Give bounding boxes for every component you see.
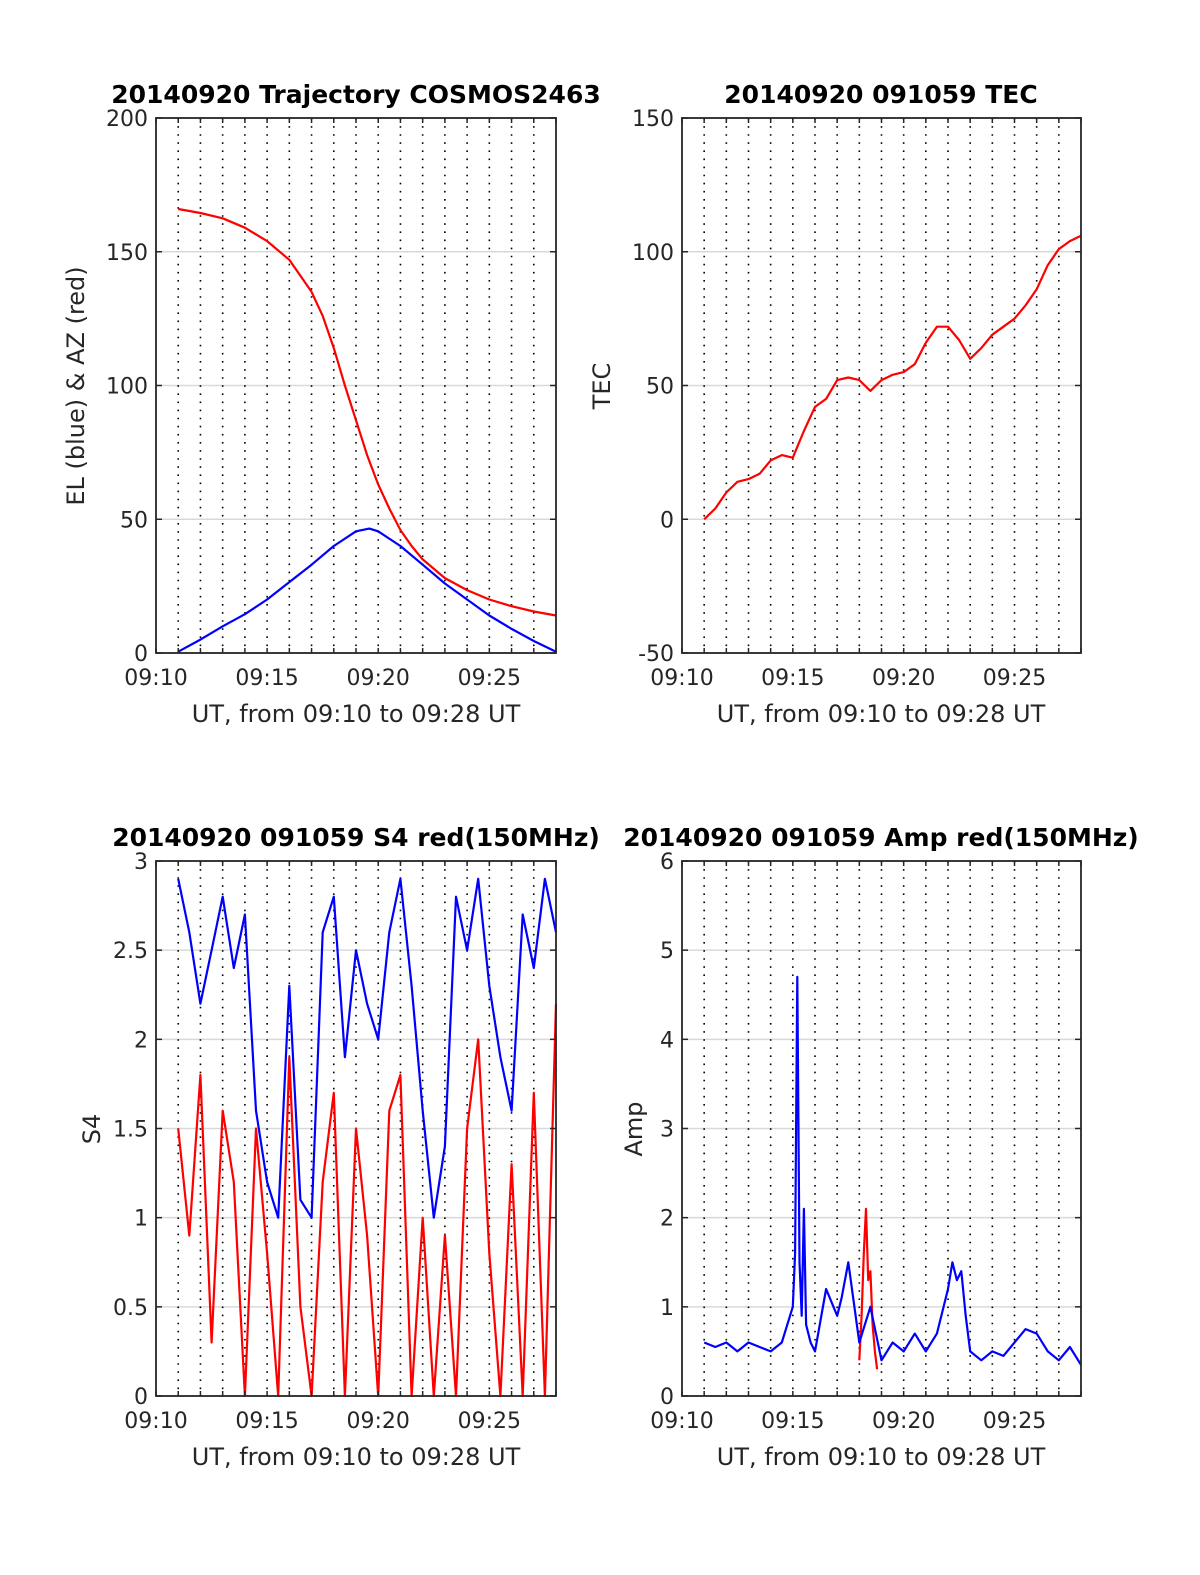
y-tick-label: 150	[632, 107, 674, 132]
series-line-blue	[703, 975, 1082, 1366]
series-line-blue	[177, 527, 557, 653]
x-tick-label: 09:20	[872, 666, 935, 691]
y-tick-label: 1	[660, 1296, 674, 1321]
x-tick-label: 09:10	[124, 1409, 187, 1434]
panel-s4: 20140920 091059 S4 red(150MHz) UT, from …	[78, 823, 600, 1471]
x-tick-label: 09:25	[983, 1409, 1046, 1434]
y-tick-label: 50	[120, 508, 148, 533]
panel-tec-xlabel: UT, from 09:10 to 09:28 UT	[717, 700, 1046, 728]
x-tick-label: 09:20	[872, 1409, 935, 1434]
panel-amp-ylabel: Amp	[620, 1101, 648, 1156]
panel-s4-ylabel: S4	[78, 1114, 106, 1145]
panel-s4-plot: 0 0.5 1 1.5 2 2.5 3 09:10 09:15 09:20 09:25	[113, 850, 558, 1434]
y-tick-label: 1	[134, 1207, 148, 1232]
y-tick-label: 6	[660, 850, 674, 875]
y-tick-label: 3	[134, 850, 148, 875]
panel-tec-plot: -50 0 50 100 150 09:10 09:15 09:20 09:25	[632, 107, 1082, 691]
x-tick-label: 09:15	[761, 666, 824, 691]
y-tick-label: 100	[106, 375, 148, 400]
panel-tec-title: 20140920 091059 TEC	[724, 80, 1037, 109]
panel-tec: 20140920 091059 TEC UT, from 09:10 to 09…	[588, 80, 1082, 728]
panel-trajectory-ylabel: EL (blue) & AZ (red)	[62, 266, 90, 505]
panel-tec-ylabel: TEC	[588, 363, 616, 411]
y-tick-label: 50	[646, 375, 674, 400]
panel-amp-plot: 0 1 2 3 4 5 6 09:10 09:15 09:20 09:25	[650, 850, 1082, 1434]
y-tick-label: 2.5	[113, 939, 148, 964]
panel-amp-xlabel: UT, from 09:10 to 09:28 UT	[717, 1443, 1046, 1471]
y-tick-label: 0.5	[113, 1296, 148, 1321]
panel-trajectory: 20140920 Trajectory COSMOS2463 UT, from …	[62, 80, 601, 728]
x-tick-label: 09:15	[235, 1409, 298, 1434]
series-line-blue	[177, 877, 558, 1219]
series-line-red	[703, 234, 1082, 521]
x-tick-label: 09:10	[650, 666, 713, 691]
x-tick-label: 09:25	[983, 666, 1046, 691]
series-line-red	[858, 1207, 879, 1370]
panel-trajectory-title: 20140920 Trajectory COSMOS2463	[111, 80, 601, 109]
y-tick-label: 0	[134, 1385, 148, 1410]
y-tick-label: 5	[660, 939, 674, 964]
x-tick-label: 09:15	[761, 1409, 824, 1434]
y-tick-label: 2	[134, 1028, 148, 1053]
x-tick-label: 09:15	[235, 666, 298, 691]
series-line-red	[177, 1003, 558, 1398]
x-tick-label: 09:25	[458, 666, 521, 691]
y-tick-label: 3	[660, 1118, 674, 1143]
panel-amp-title: 20140920 091059 Amp red(150MHz)	[623, 823, 1139, 852]
y-tick-label: 1.5	[113, 1118, 148, 1143]
y-tick-label: 4	[660, 1028, 674, 1053]
y-tick-label: 150	[106, 241, 148, 266]
x-tick-label: 09:10	[650, 1409, 713, 1434]
y-tick-label: 100	[632, 241, 674, 266]
x-tick-label: 09:20	[347, 666, 410, 691]
panel-trajectory-plot: 0 50 100 150 200 09:10 09:15 09:20 09:25	[106, 107, 557, 691]
y-tick-label: 2	[660, 1207, 674, 1232]
panel-s4-title: 20140920 091059 S4 red(150MHz)	[112, 823, 600, 852]
panel-amp: 20140920 091059 Amp red(150MHz) UT, from…	[620, 823, 1139, 1471]
panel-s4-xlabel: UT, from 09:10 to 09:28 UT	[192, 1443, 521, 1471]
panel-trajectory-xlabel: UT, from 09:10 to 09:28 UT	[192, 700, 521, 728]
x-tick-label: 09:25	[458, 1409, 521, 1434]
y-tick-label: 0	[660, 508, 674, 533]
y-tick-label: 0	[660, 1385, 674, 1410]
y-tick-label: -50	[638, 642, 674, 667]
series-line-red	[178, 207, 557, 617]
y-tick-label: 200	[106, 107, 148, 132]
x-tick-label: 09:20	[347, 1409, 410, 1434]
x-tick-label: 09:10	[124, 666, 187, 691]
y-tick-label: 0	[134, 642, 148, 667]
